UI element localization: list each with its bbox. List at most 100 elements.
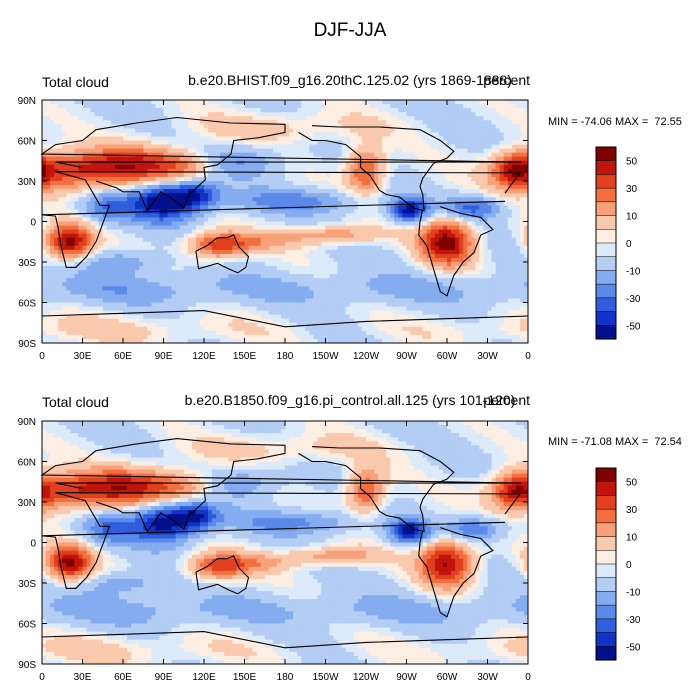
y-tick-label: 90S bbox=[18, 339, 36, 350]
colorbar-label: 0 bbox=[626, 560, 632, 571]
coastline bbox=[195, 234, 250, 274]
colorbar-label: -50 bbox=[626, 321, 641, 332]
coastline bbox=[418, 527, 494, 618]
colorbar-box bbox=[595, 481, 617, 496]
x-tick-label: 150E bbox=[233, 351, 257, 362]
panel-2-variable-label: Total cloud bbox=[42, 394, 109, 410]
panel-2-case-label: b.e20.B1850.f09_g16.pi_control.all.125 (… bbox=[184, 392, 516, 408]
y-tick-label: 60N bbox=[18, 137, 36, 148]
y-tick-label: 30N bbox=[18, 498, 36, 509]
colorbar-box bbox=[595, 577, 617, 592]
x-tick-label: 30W bbox=[477, 351, 498, 362]
x-tick-label: 150E bbox=[233, 672, 257, 683]
y-tick-label: 0 bbox=[30, 539, 36, 550]
x-tick-label: 150W bbox=[312, 672, 339, 683]
coastline bbox=[298, 125, 455, 212]
colorbar-box bbox=[595, 201, 617, 217]
x-tick-label: 60W bbox=[437, 672, 458, 683]
colorbar-box bbox=[595, 283, 617, 299]
colorbar-box bbox=[595, 550, 617, 565]
colorbar-box bbox=[595, 604, 617, 620]
colorbar-box bbox=[595, 311, 617, 326]
colorbar-label: 0 bbox=[626, 239, 632, 250]
colorbar-box bbox=[595, 563, 617, 579]
panel-2-units-label: percent bbox=[483, 392, 530, 408]
coastline bbox=[41, 492, 521, 589]
colorbar-box bbox=[595, 160, 617, 175]
colorbar-box bbox=[595, 536, 617, 551]
figure-title: DJF-JJA bbox=[313, 20, 387, 41]
colorbar-box bbox=[595, 632, 617, 647]
coastline bbox=[41, 631, 529, 649]
map-panel-1: 0 30E 60E 90E 120E 150E 180 150W 120W 90W 60W 30W 09… bbox=[18, 96, 532, 362]
map-panel-2: 0 30E 60E 90E 120E 150E 180 150W 120W 90W 60W 30W 09… bbox=[18, 417, 532, 683]
x-tick-label: 90E bbox=[155, 351, 173, 362]
y-tick-label: 60S bbox=[18, 299, 36, 310]
x-tick-label: 180 bbox=[277, 672, 294, 683]
colorbar-label: -30 bbox=[626, 615, 641, 626]
coastline bbox=[418, 206, 494, 297]
x-tick-label: 60W bbox=[437, 351, 458, 362]
colorbar-box bbox=[595, 618, 617, 634]
colorbar-box bbox=[595, 229, 617, 244]
x-tick-label: 90W bbox=[396, 351, 417, 362]
colorbar-label: 50 bbox=[626, 157, 638, 168]
x-tick-label: 0 bbox=[525, 351, 531, 362]
y-tick-label: 90N bbox=[18, 417, 36, 428]
x-tick-label: 60E bbox=[114, 351, 132, 362]
panel-1-units-label: percent bbox=[483, 72, 530, 88]
x-tick-label: 120W bbox=[353, 672, 380, 683]
colorbar-1: 50 30 10 0 -10 -30 -50 bbox=[595, 146, 641, 340]
colorbar-box bbox=[595, 256, 617, 271]
colorbar-box bbox=[595, 242, 617, 258]
y-tick-label: 0 bbox=[30, 218, 36, 229]
x-tick-label: 0 bbox=[39, 672, 45, 683]
x-tick-label: 120E bbox=[192, 351, 216, 362]
coastline bbox=[40, 438, 522, 533]
x-tick-label: 90E bbox=[155, 672, 173, 683]
x-tick-label: 180 bbox=[277, 351, 294, 362]
x-tick-label: 30W bbox=[477, 672, 498, 683]
x-tick-label: 120W bbox=[353, 351, 380, 362]
y-tick-label: 90N bbox=[18, 96, 36, 107]
colorbar-label: 10 bbox=[626, 533, 638, 544]
panel-2-minmax: MIN = -71.08 MAX = 72.54 bbox=[548, 436, 682, 448]
colorbar-label: -50 bbox=[626, 642, 641, 653]
panel-2: Total cloud b.e20.B1850.f09_g16.pi_contr… bbox=[0, 0, 700, 448]
y-tick-label: 90S bbox=[18, 660, 36, 671]
colorbar-label: -10 bbox=[626, 266, 641, 277]
colorbar-box bbox=[595, 174, 617, 189]
colorbar-box bbox=[595, 215, 617, 230]
y-tick-label: 60S bbox=[18, 620, 36, 631]
coastline bbox=[41, 171, 521, 268]
x-tick-label: 30E bbox=[74, 351, 92, 362]
colorbar-label: 10 bbox=[626, 212, 638, 223]
colorbar-label: 30 bbox=[626, 184, 638, 195]
colorbar-box bbox=[595, 325, 617, 340]
x-tick-label: 90W bbox=[396, 672, 417, 683]
colorbar-box bbox=[595, 508, 617, 524]
colorbar-box bbox=[595, 297, 617, 313]
coastline bbox=[298, 446, 455, 533]
x-tick-label: 0 bbox=[39, 351, 45, 362]
x-tick-label: 150W bbox=[312, 351, 339, 362]
colorbar-label: 50 bbox=[626, 478, 638, 489]
colorbar-label: -10 bbox=[626, 587, 641, 598]
colorbar-box bbox=[595, 467, 617, 483]
colorbar-box bbox=[595, 591, 617, 606]
colorbar-box bbox=[595, 495, 617, 510]
colorbar-box bbox=[595, 146, 617, 162]
coastline bbox=[195, 555, 250, 595]
colorbar-label: 30 bbox=[626, 505, 638, 516]
panel-1: Total cloud b.e20.BHIST.f09_g16.20thC.12… bbox=[0, 0, 700, 320]
colorbar-2: 50 30 10 0 -10 -30 -50 bbox=[595, 467, 641, 661]
coastline bbox=[41, 310, 529, 328]
y-tick-label: 30N bbox=[18, 177, 36, 188]
coastline bbox=[40, 116, 522, 212]
y-tick-label: 30S bbox=[18, 579, 36, 590]
colorbar-box bbox=[595, 270, 617, 285]
colorbar-box bbox=[595, 522, 617, 538]
x-tick-label: 0 bbox=[525, 672, 531, 683]
panel-1-variable-label: Total cloud bbox=[42, 74, 109, 90]
